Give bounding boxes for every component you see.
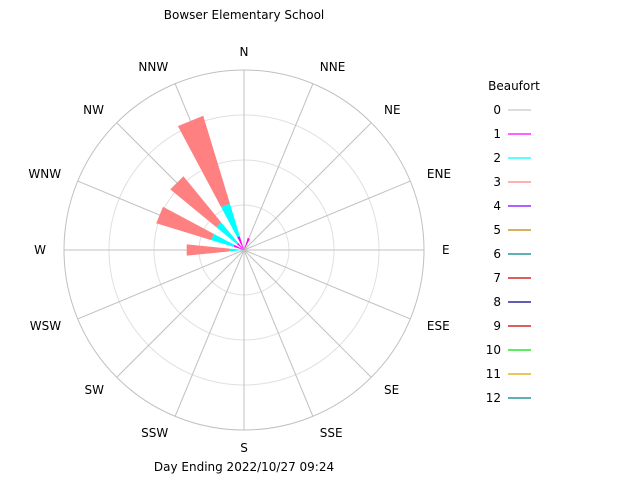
legend-label: 11: [486, 367, 501, 381]
chart-footer: Day Ending 2022/10/27 09:24: [154, 460, 334, 474]
petal-segment: [156, 206, 214, 241]
direction-label: W: [34, 243, 46, 257]
petal-segment: [216, 222, 239, 245]
petal-segment: [237, 243, 244, 250]
petals-layer: [156, 115, 250, 256]
legend-label: 3: [493, 175, 501, 189]
chart-title: Bowser Elementary School: [164, 8, 325, 22]
petal-segment: [170, 176, 222, 228]
legend-label: 7: [493, 271, 501, 285]
direction-label: WSW: [30, 319, 61, 333]
grid-spoke: [243, 249, 372, 378]
grid-spoke: [243, 83, 314, 251]
legend-label: 1: [493, 127, 501, 141]
direction-label: NW: [83, 103, 104, 117]
direction-label: NNE: [320, 60, 346, 74]
grid-spoke: [77, 249, 245, 320]
legend-label: 5: [493, 223, 501, 237]
grid-spoke: [243, 249, 411, 320]
direction-label: NNW: [138, 60, 168, 74]
petal-segment: [177, 115, 230, 208]
direction-label: ESE: [427, 319, 450, 333]
direction-label: NE: [384, 103, 401, 117]
direction-labels: N NNE NE ENE E ESE SE SSE S SSW SW WSW W WNW NW NNW: [28, 45, 451, 455]
legend-label: 9: [493, 319, 501, 333]
direction-label: SE: [384, 383, 399, 397]
direction-label: N: [240, 45, 249, 59]
legend-label: 10: [486, 343, 501, 357]
legend-label: 4: [493, 199, 501, 213]
grid-spoke: [243, 122, 372, 251]
legend-label: 2: [493, 151, 501, 165]
petal-segment: [237, 236, 244, 250]
petal-segment: [211, 233, 235, 247]
direction-label: WNW: [28, 167, 61, 181]
petal-segment: [233, 244, 244, 250]
direction-label: ENE: [427, 167, 451, 181]
grid-spoke: [243, 180, 411, 251]
petal-segment: [186, 244, 230, 256]
direction-label: SSE: [320, 426, 343, 440]
legend-label: 8: [493, 295, 501, 309]
grid-spoke: [243, 249, 314, 417]
legend-label: 6: [493, 247, 501, 261]
petal-segment: [229, 248, 244, 252]
legend-label: 12: [486, 391, 501, 405]
grid-spoke: [174, 249, 245, 417]
petal-segment: [244, 237, 250, 250]
legend-title: Beaufort: [488, 79, 540, 93]
direction-label: SW: [85, 383, 105, 397]
direction-label: SSW: [141, 426, 168, 440]
petal-segment: [221, 203, 240, 238]
direction-label: E: [442, 243, 450, 257]
legend-label: 0: [493, 103, 501, 117]
grid-spoke: [116, 249, 245, 378]
direction-label: S: [240, 441, 248, 455]
